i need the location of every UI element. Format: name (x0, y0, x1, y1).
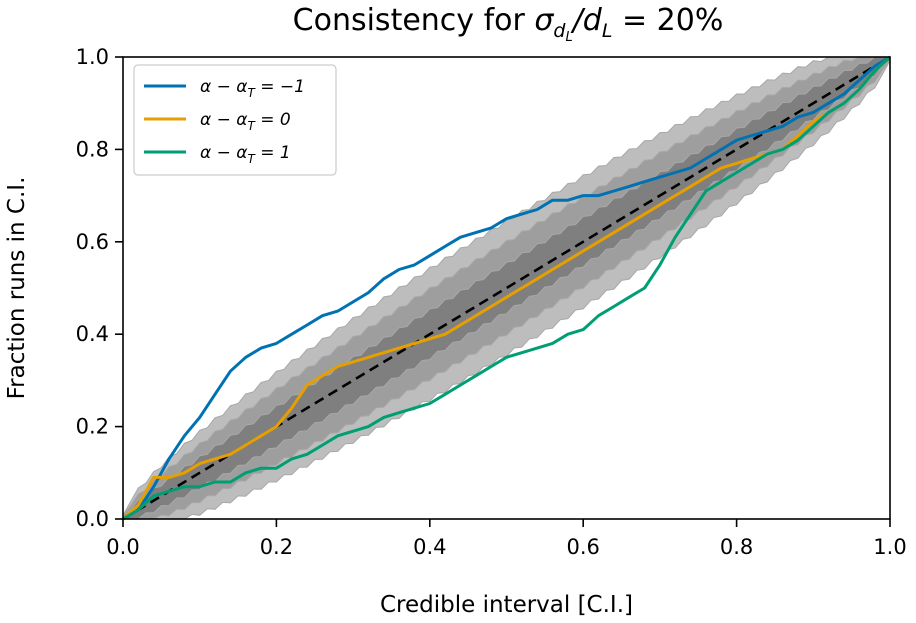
y-tick-label: 0.8 (76, 137, 109, 161)
series-line-3 (122, 55, 892, 521)
series-lines (121, 55, 892, 521)
chart-title: Consistency for σdL/dL = 20% (293, 3, 724, 45)
y-tick-label: 0.4 (76, 322, 109, 346)
x-tick-label: 0.0 (106, 535, 139, 559)
y-tick-label: 0.6 (76, 230, 109, 254)
x-tick-label: 0.4 (413, 535, 446, 559)
y-tick-label: 0.0 (76, 507, 109, 531)
x-axis-label: Credible interval [C.I.] (380, 592, 633, 618)
legend-label-2: α − αT = 0 (200, 110, 291, 133)
legend-box (133, 64, 337, 176)
x-tick-label: 0.8 (720, 535, 753, 559)
x-tick-label: 1.0 (873, 535, 906, 559)
x-tick-label: 0.6 (566, 535, 599, 559)
x-tick-label: 0.2 (260, 535, 293, 559)
y-tick-label: 0.2 (76, 415, 109, 439)
legend-label-1: α − αT = −1 (200, 77, 305, 100)
x-axis-ticks: 0.0 0.2 0.4 0.6 0.8 1.0 (106, 519, 907, 559)
plot-frame (122, 56, 891, 520)
y-axis-ticks: 0.0 0.2 0.4 0.6 0.8 1.0 (76, 45, 123, 531)
legend-label-3: α − αT = 1 (200, 143, 291, 166)
confidence-bands (122, 56, 891, 520)
y-tick-label: 1.0 (76, 45, 109, 69)
legend: α − αT = −1 α − αT = 0 α − αT = 1 (133, 64, 337, 176)
series-line-1 (122, 55, 891, 521)
y-axis-label: Fraction runs in C.I. (4, 177, 30, 400)
